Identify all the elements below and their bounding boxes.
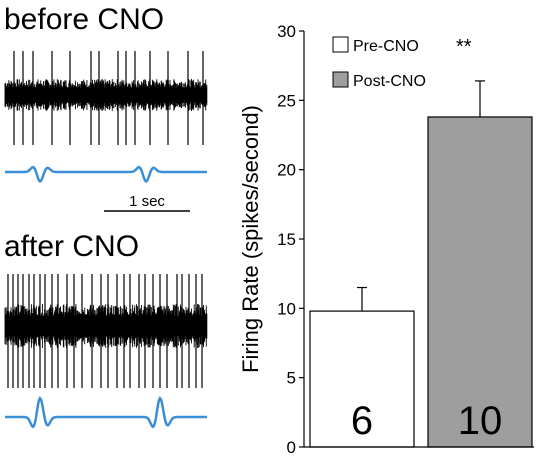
legend: Pre-CNO ** Post-CNO xyxy=(332,36,472,90)
legend-label-post-cno: Post-CNO xyxy=(353,73,426,90)
before-spike-waveform xyxy=(5,165,207,183)
significance-marker: ** xyxy=(456,36,472,58)
bar-pre-cno xyxy=(309,310,415,448)
y-tick-label: 30 xyxy=(277,22,296,41)
y-axis-ticks: 0 5 10 15 20 25 30 xyxy=(277,22,304,457)
y-tick-label: 25 xyxy=(277,91,296,110)
legend-swatch-pre-cno xyxy=(332,36,349,53)
before-spike-trace xyxy=(4,51,208,145)
n-label-post-cno: 10 xyxy=(458,399,503,443)
legend-label-pre-cno: Pre-CNO xyxy=(353,38,419,55)
y-tick-label: 5 xyxy=(287,369,296,388)
y-tick-label: 10 xyxy=(277,299,296,318)
y-tick-label: 0 xyxy=(287,438,296,457)
after-spike-waveform xyxy=(5,395,207,429)
bar-post-cno xyxy=(427,116,533,448)
y-axis-label: Firing Rate (spikes/second) xyxy=(238,105,263,373)
y-tick-label: 15 xyxy=(277,230,296,249)
after-spike-trace xyxy=(4,274,208,388)
n-label-pre-cno: 6 xyxy=(351,399,373,443)
legend-swatch-post-cno xyxy=(332,71,349,88)
before-cno-label: before CNO xyxy=(4,3,164,36)
scale-bar-label: 1 sec xyxy=(129,193,165,210)
bars: 6 10 xyxy=(309,80,533,448)
bar-chart: Firing Rate (spikes/second) 0 5 10 15 20 25 30… xyxy=(238,22,534,457)
y-tick-label: 20 xyxy=(277,161,296,180)
recordings-panel: before CNO 1 sec after CNO xyxy=(4,3,208,429)
after-cno-label: after CNO xyxy=(4,230,139,263)
